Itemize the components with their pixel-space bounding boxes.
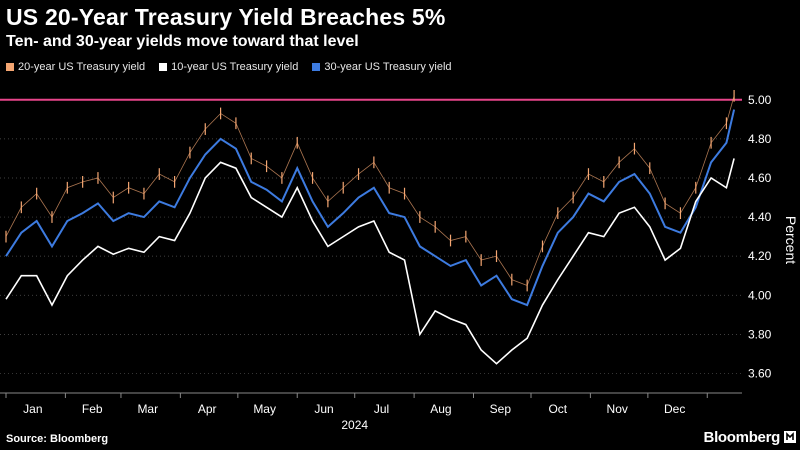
x-tick-label: Jun — [314, 402, 333, 416]
x-tick-label: Oct — [548, 402, 567, 416]
legend-item-10y: 10-year US Treasury yield — [159, 61, 298, 73]
x-tick-label: Apr — [198, 402, 217, 416]
y-tick-label: 3.80 — [748, 327, 772, 341]
x-tick-label: May — [253, 402, 276, 416]
y-axis-title: Percent — [783, 216, 799, 264]
legend: 20-year US Treasury yield 10-year US Tre… — [6, 61, 452, 73]
y-tick-label: 3.60 — [748, 366, 772, 380]
x-tick-label: Aug — [430, 402, 451, 416]
x-axis-year-label: 2024 — [341, 418, 368, 432]
series-10y-line — [5, 158, 735, 365]
legend-label-20y: 20-year US Treasury yield — [18, 61, 146, 73]
x-tick-label: Feb — [82, 402, 103, 416]
source-note: Source: Bloomberg — [6, 433, 109, 445]
y-tick-label: 4.80 — [748, 132, 772, 146]
bloomberg-mark-icon — [784, 431, 796, 443]
x-tick-label: Nov — [607, 402, 628, 416]
y-tick-label: 4.40 — [748, 210, 772, 224]
x-tick-label: Jan — [23, 402, 42, 416]
legend-label-10y: 10-year US Treasury yield — [171, 61, 299, 73]
chart-subtitle: Ten- and 30-year yields move toward that… — [6, 33, 359, 50]
legend-item-20y: 20-year US Treasury yield — [6, 61, 145, 73]
y-tick-label: 4.00 — [748, 288, 772, 302]
chart-title: US 20-Year Treasury Yield Breaches 5% — [6, 4, 446, 30]
y-tick-label: 4.20 — [748, 249, 772, 263]
series-30y-line — [5, 109, 736, 307]
legend-item-30y: 30-year US Treasury yield — [312, 61, 452, 73]
series-20y-line — [5, 95, 735, 286]
bloomberg-logo: Bloomberg — [703, 429, 781, 446]
legend-swatch-20y — [6, 63, 14, 71]
legend-swatch-30y — [312, 63, 321, 71]
x-tick-label: Jul — [374, 402, 389, 416]
legend-swatch-10y — [159, 63, 168, 71]
x-tick-label: Sep — [490, 402, 512, 416]
y-tick-label: 4.60 — [748, 171, 772, 185]
x-tick-label: Mar — [137, 402, 158, 416]
x-tick-label: Dec — [664, 402, 685, 416]
legend-label-30y: 30-year US Treasury yield — [324, 61, 452, 73]
y-tick-label: 5.00 — [748, 93, 772, 107]
